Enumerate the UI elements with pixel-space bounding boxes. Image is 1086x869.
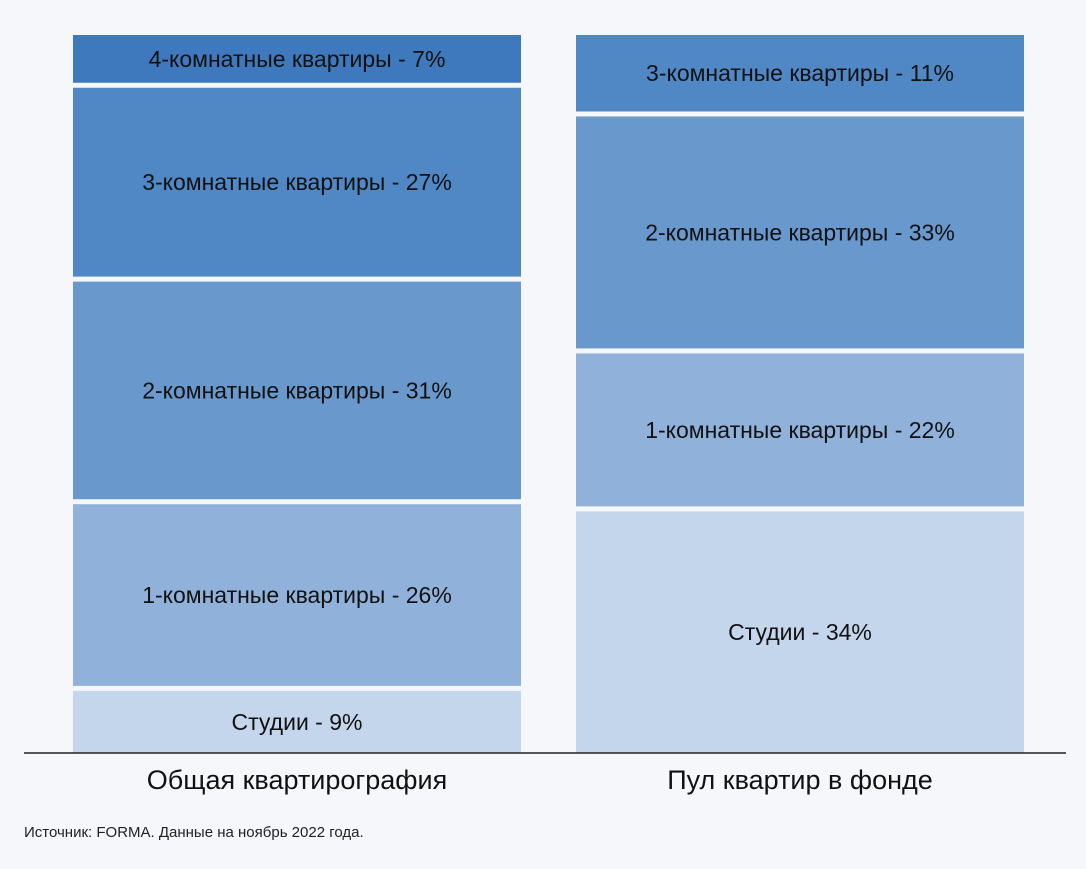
segment-label: 2-комнатные квартиры - 33% — [645, 219, 955, 245]
bar-segment — [73, 690, 521, 753]
category-labels: Общая квартирография Пул квартир в фонде — [147, 765, 933, 795]
segment-label: Студии - 9% — [232, 709, 363, 735]
bar-segment — [73, 35, 521, 83]
segment-label: Студии - 34% — [728, 619, 872, 645]
segment-label: 4-комнатные квартиры - 7% — [149, 46, 446, 72]
bar-segment — [73, 504, 521, 686]
bar-segment — [73, 281, 521, 500]
segment-label: 1-комнатные квартиры - 22% — [645, 417, 955, 443]
bar-segment — [576, 353, 1024, 507]
bar-segment — [73, 87, 521, 277]
segment-label: 3-комнатные квартиры - 27% — [142, 169, 452, 195]
bar-segment — [576, 511, 1024, 753]
bars-layer: Студии - 9% 1-комнатные квартиры - 26% 2-к… — [73, 35, 1024, 753]
segment-label: 2-комнатные квартиры - 31% — [142, 377, 452, 403]
source-note: Источник: FORMA. Данные на ноябрь 2022 г… — [24, 824, 364, 841]
segment-label: 3-комнатные квартиры - 11% — [646, 60, 954, 86]
bar-segment — [576, 116, 1024, 349]
bar-segment — [576, 35, 1024, 112]
category-label: Пул квартир в фонде — [667, 765, 933, 795]
category-label: Общая квартирография — [147, 765, 447, 795]
segment-label: 1-комнатные квартиры - 26% — [142, 582, 452, 608]
